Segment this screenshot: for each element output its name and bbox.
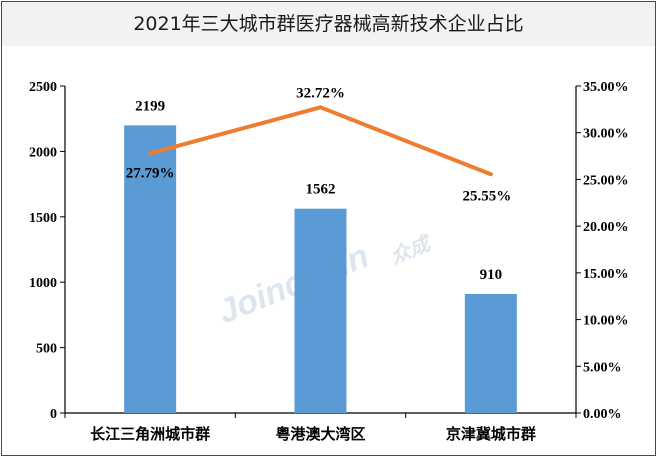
y-left-tick-label: 500 <box>36 342 57 357</box>
y-left-tick-label: 2500 <box>29 80 57 95</box>
line-value-label: 25.55% <box>462 188 511 204</box>
y-left-tick-label: 0 <box>50 407 57 422</box>
y-right-tick-label: 15.00% <box>583 267 629 282</box>
x-category-label: 粤港澳大湾区 <box>275 425 365 443</box>
y-left-tick-label: 2000 <box>29 145 57 160</box>
y-right-tick-label: 10.00% <box>583 314 629 329</box>
line-path <box>148 105 493 177</box>
y-right-tick-label: 35.00% <box>583 80 629 95</box>
bar <box>124 125 177 414</box>
y-right-tick-label: 0.00% <box>583 407 622 422</box>
line-value-label: 27.79% <box>126 165 175 181</box>
bar <box>294 208 347 413</box>
y-right-tick-label: 20.00% <box>583 220 629 235</box>
y-left-tick-label: 1000 <box>29 276 57 291</box>
bar-value-label: 2199 <box>135 98 165 114</box>
y-right-tick-label: 25.00% <box>583 173 629 188</box>
line-value-label: 32.72% <box>296 85 345 101</box>
y-right-tick-label: 30.00% <box>583 127 629 142</box>
watermark-text: Joinchain <box>213 237 374 332</box>
bar <box>464 293 517 413</box>
bar-series <box>124 125 517 414</box>
data-labels: 2199 1562 910 27.79% 32.72% 25.55% <box>126 85 511 283</box>
chart-title-bar <box>2 2 655 46</box>
chart-title: 2021年三大城市群医疗器械高新技术企业占比 <box>133 13 524 35</box>
x-category-label: 京津冀城市群 <box>446 425 536 443</box>
y-left-tick-label: 1500 <box>29 211 57 226</box>
bar-value-label: 1562 <box>306 182 336 198</box>
line-series <box>148 105 493 177</box>
y-right-tick-label: 5.00% <box>583 360 622 375</box>
bar-value-label: 910 <box>480 267 503 283</box>
watermark-text-cn: 众成 <box>387 231 435 268</box>
x-category-label: 长江三角洲城市群 <box>90 425 210 443</box>
